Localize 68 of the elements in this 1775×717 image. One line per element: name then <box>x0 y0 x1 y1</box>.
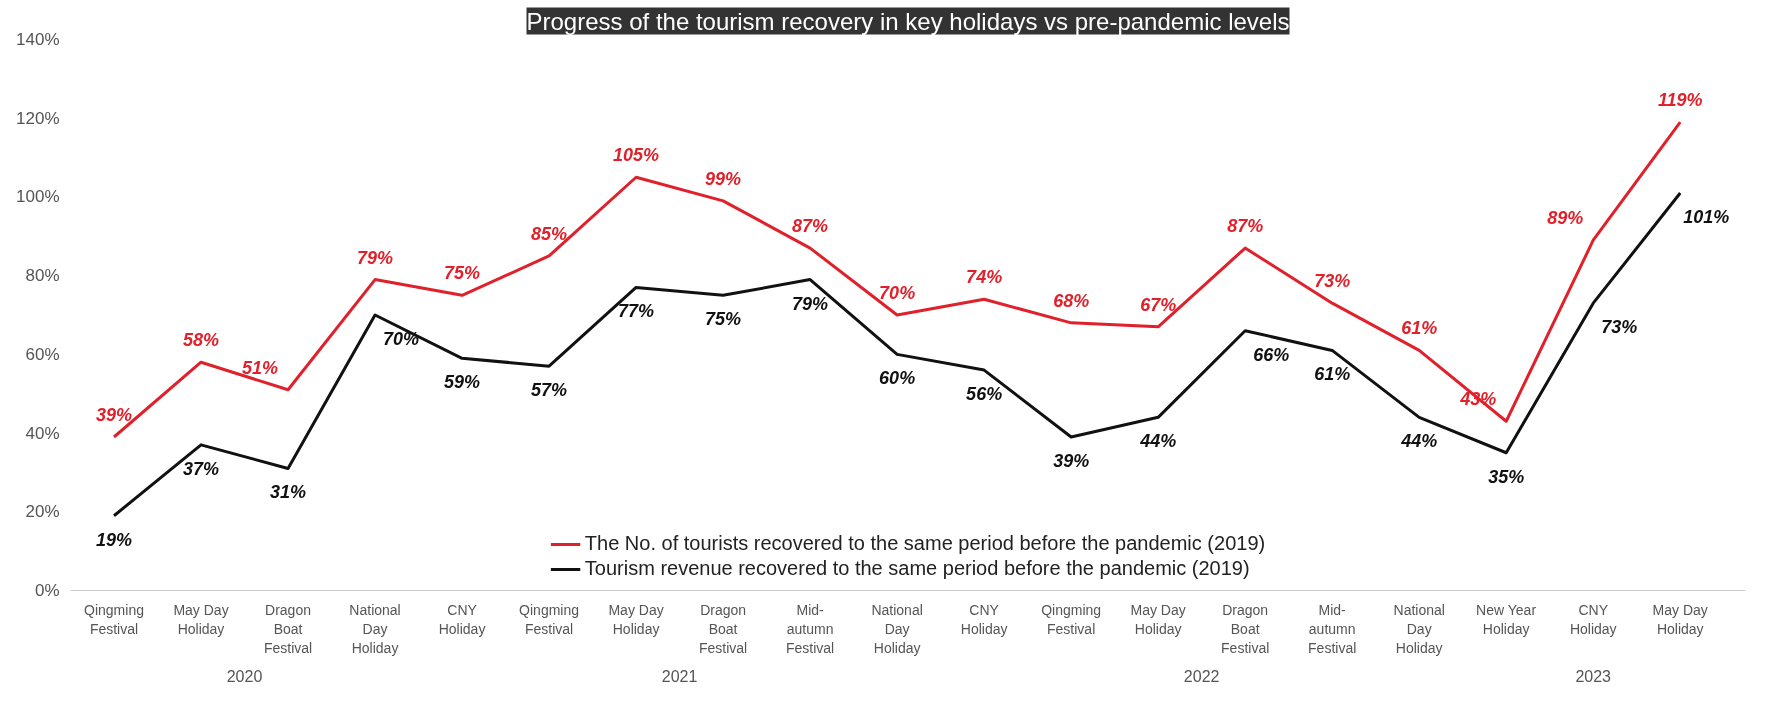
x-tick-label: May Day Holiday <box>1130 601 1186 637</box>
x-tick-label: May Day Holiday <box>173 601 229 637</box>
data-label: 39% <box>1053 451 1090 472</box>
y-tick-label: 80% <box>25 266 60 286</box>
data-label: 77% <box>618 301 655 322</box>
y-tick-label: 60% <box>25 344 60 364</box>
data-label: 39% <box>95 405 133 426</box>
data-label: 44% <box>1139 431 1177 452</box>
data-label: 58% <box>183 330 220 351</box>
x-tick-label: National Day Holiday <box>349 601 401 656</box>
y-tick-label: 100% <box>16 187 60 207</box>
data-label: 105% <box>613 145 660 166</box>
chart-title: Progress of the tourism recovery in key holidays vs pre-pandemic levels <box>526 7 1290 35</box>
data-label: 70% <box>383 329 420 349</box>
x-tick-label: Dragon Boat Festival <box>263 601 313 656</box>
data-label: 89% <box>1547 208 1584 229</box>
data-label: 87% <box>1227 216 1264 237</box>
x-tick-label: May Day Holiday <box>1652 601 1708 637</box>
data-label: 61% <box>1401 318 1438 339</box>
category-label: 2023 <box>1575 667 1612 685</box>
data-label: 79% <box>357 247 394 268</box>
data-label: 119% <box>1657 90 1703 111</box>
y-tick-label: 140% <box>16 30 60 49</box>
data-label: 73% <box>1314 271 1351 292</box>
legend-label: The No. of tourists recovered to the same period before the pandemic (2019) <box>584 532 1266 555</box>
data-label: 60% <box>879 368 916 389</box>
x-tick-label: Qingming Festival <box>1041 601 1102 637</box>
data-label: 57% <box>531 380 568 401</box>
data-label: 79% <box>792 293 829 314</box>
legend-label: Tourism revenue recovered to the same period before the pandemic (2019) <box>584 557 1250 580</box>
data-label: 87% <box>792 216 829 237</box>
category-label: New Year Holiday <box>1476 601 1537 637</box>
data-label: 67% <box>1140 294 1177 315</box>
x-tick-label: Dragon Boat Festival <box>698 601 748 656</box>
data-label: 68% <box>1053 290 1090 311</box>
y-tick-label: 120% <box>16 108 60 128</box>
data-label: 75% <box>705 309 742 330</box>
data-label: 56% <box>966 384 1003 405</box>
x-tick-label: Dragon Boat Festival <box>1221 601 1270 656</box>
data-label: 59% <box>444 372 481 393</box>
x-tick-label: May Day Holiday <box>608 601 664 637</box>
category-label: 2020 <box>226 667 263 685</box>
data-label: 70% <box>879 283 916 303</box>
data-label: 73% <box>1601 317 1638 338</box>
data-label: 61% <box>1314 364 1351 385</box>
x-tick-label: CNY Holiday <box>1569 601 1617 637</box>
data-label: 31% <box>270 482 307 503</box>
x-tick-label: Qingming Festival <box>519 601 580 637</box>
x-tick-label: National Day Holiday <box>1393 601 1445 656</box>
data-label: 99% <box>705 168 742 189</box>
data-label: 75% <box>444 263 481 284</box>
data-label: 19% <box>95 529 133 550</box>
data-label: 51% <box>242 357 279 378</box>
x-tick-label: Mid-autumn Festival <box>1308 601 1357 656</box>
y-tick-label: 40% <box>25 423 60 443</box>
x-tick-label: Mid-autumn Festival <box>785 601 835 656</box>
data-label: 74% <box>966 267 1003 288</box>
y-tick-label: 0% <box>34 581 60 600</box>
data-label: 85% <box>531 223 568 244</box>
data-label: 37% <box>183 458 220 479</box>
data-label: 35% <box>1488 466 1525 487</box>
x-tick-label: National Day Holiday <box>871 601 923 656</box>
data-label: 44% <box>1400 431 1438 452</box>
data-label: 66% <box>1253 344 1290 365</box>
y-tick-label: 20% <box>25 502 60 522</box>
category-label: 2022 <box>1183 667 1220 685</box>
category-label: 2021 <box>661 667 698 685</box>
data-label: 101% <box>1683 206 1730 227</box>
